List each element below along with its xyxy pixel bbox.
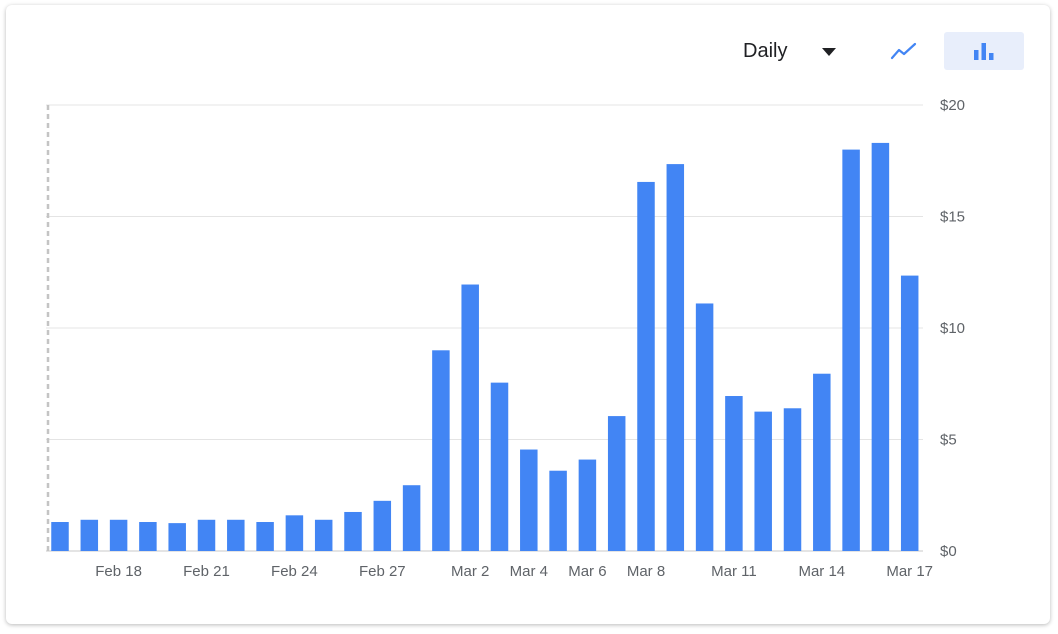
bar[interactable]	[373, 500, 392, 551]
bar[interactable]	[432, 350, 450, 551]
bar[interactable]	[227, 519, 245, 551]
bars	[51, 142, 919, 551]
bar[interactable]	[520, 449, 538, 551]
bar[interactable]	[461, 284, 479, 551]
y-tick-label: $15	[940, 209, 965, 226]
y-tick-label: $10	[940, 320, 965, 337]
x-tick-label: Feb 27	[359, 563, 406, 580]
bar[interactable]	[314, 519, 333, 551]
bar[interactable]	[637, 181, 655, 551]
bar[interactable]	[900, 275, 919, 551]
x-tick-label: Mar 6	[568, 563, 606, 580]
bar-chart-icon	[974, 43, 994, 60]
bar[interactable]	[783, 408, 802, 551]
bar[interactable]	[578, 459, 597, 551]
caret-down-icon	[822, 48, 836, 56]
bar[interactable]	[813, 373, 831, 551]
x-tick-label: Mar 14	[798, 563, 845, 580]
chart-toolbar: Daily	[6, 5, 1050, 95]
bar[interactable]	[285, 515, 304, 551]
bar[interactable]	[725, 396, 743, 551]
bar[interactable]	[402, 485, 421, 551]
x-tick-label: Feb 21	[183, 563, 230, 580]
bar-view-button[interactable]	[944, 32, 1024, 70]
line-view-button[interactable]	[864, 32, 944, 70]
bar[interactable]	[109, 519, 128, 551]
x-tick-label: Mar 2	[451, 563, 489, 580]
bar[interactable]	[51, 522, 69, 551]
x-tick-label: Mar 17	[886, 563, 933, 580]
bar[interactable]	[666, 164, 685, 551]
bar[interactable]	[607, 416, 626, 551]
y-tick-label: $5	[940, 432, 957, 449]
bar[interactable]	[139, 522, 157, 551]
x-tick-label: Feb 24	[271, 563, 318, 580]
bar[interactable]	[549, 470, 567, 551]
bar[interactable]	[168, 523, 186, 551]
period-dropdown-value: Daily	[743, 39, 788, 62]
bar[interactable]	[344, 511, 362, 551]
x-tick-label: Mar 8	[627, 563, 665, 580]
bar[interactable]	[80, 519, 99, 551]
x-axis-ticks: Feb 18 Feb 21 Feb 24 Feb 27 Mar 2 Mar 4 Mar 6 M…	[95, 563, 933, 580]
x-tick-label: Mar 4	[510, 563, 548, 580]
period-dropdown[interactable]: Daily	[734, 33, 846, 69]
y-axis-ticks: $0 $5 $10 $15 $20	[940, 97, 965, 560]
grid-lines	[46, 104, 923, 552]
bar[interactable]	[695, 303, 714, 551]
bar[interactable]	[754, 411, 772, 551]
line-chart-icon	[890, 42, 917, 60]
y-tick-label: $20	[940, 97, 965, 114]
y-tick-label: $0	[940, 543, 957, 560]
bar[interactable]	[490, 382, 509, 551]
bar[interactable]	[842, 149, 860, 551]
bar[interactable]	[256, 522, 274, 551]
x-tick-label: Feb 18	[95, 563, 142, 580]
bar-chart: $0 $5 $10 $15 $20 Feb 18 Feb 21 Feb 24 Feb 27 Ma…	[46, 97, 965, 580]
chart-card: Daily $0 $5 $10 $15 $20 Feb 18 Feb 21 Feb 24 Fe…	[6, 5, 1050, 624]
bar[interactable]	[197, 519, 216, 551]
bar[interactable]	[871, 142, 890, 551]
x-tick-label: Mar 11	[711, 563, 757, 580]
